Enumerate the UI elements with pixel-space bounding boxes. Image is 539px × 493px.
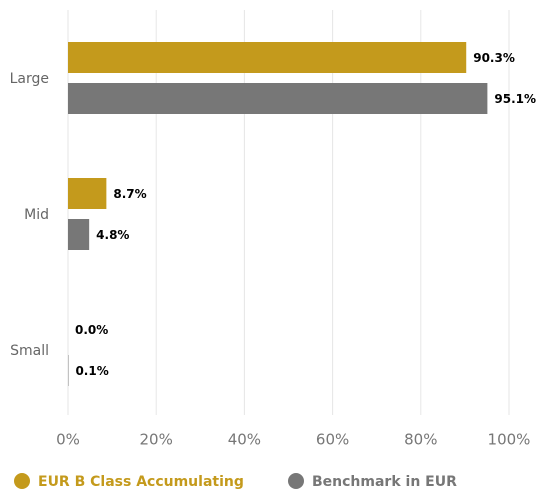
bar [68, 219, 90, 250]
value-label: 8.7% [113, 187, 146, 201]
x-tick-label: 0% [56, 431, 80, 449]
legend-marker [288, 473, 304, 489]
y-tick-label: Mid [24, 207, 49, 223]
legend-marker [14, 473, 30, 489]
legend-label: Benchmark in EUR [312, 474, 457, 490]
value-label: 95.1% [494, 92, 536, 106]
x-tick-label: 20% [140, 431, 173, 449]
bar [68, 42, 467, 73]
value-label: 0.0% [75, 323, 108, 337]
x-tick-label: 100% [488, 431, 531, 449]
x-tick-label: 80% [404, 431, 437, 449]
y-tick-label: Small [10, 343, 49, 359]
bar [68, 83, 488, 114]
value-label: 90.3% [473, 51, 515, 65]
y-tick-label: Large [10, 71, 49, 87]
x-tick-label: 60% [316, 431, 349, 449]
value-label: 0.1% [75, 364, 108, 378]
legend-label: EUR B Class Accumulating [38, 474, 244, 490]
x-tick-label: 40% [228, 431, 261, 449]
bar [68, 178, 107, 209]
value-label: 4.8% [96, 228, 129, 242]
